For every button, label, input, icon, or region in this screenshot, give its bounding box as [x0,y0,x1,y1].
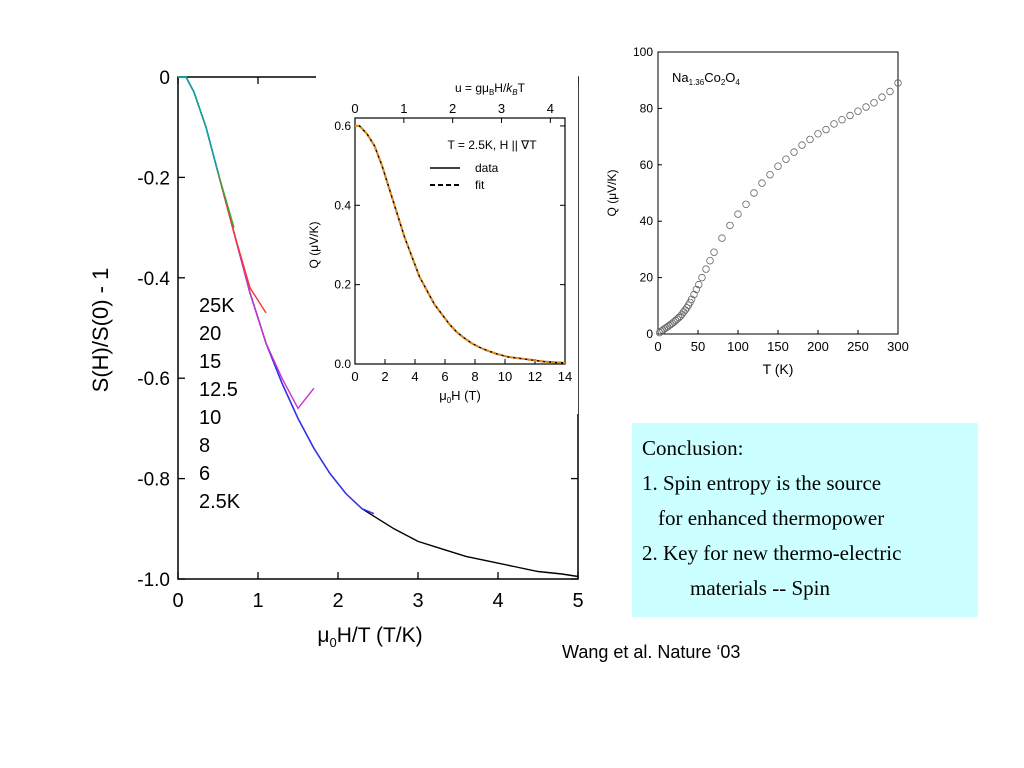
main-x-tick-label: 2 [332,590,343,612]
conclusion-line-2: for enhanced thermopower [658,506,885,530]
main-legend-label: 12.5 [199,379,238,401]
main-legend-label: 20 [199,323,221,345]
citation: Wang et al. Nature ‘03 [562,642,741,662]
main-y-tick-label: 0 [159,68,170,89]
conclusion-title: Conclusion: [642,436,744,460]
conclusion-line-1: 1. Spin entropy is the source [642,471,882,495]
main-y-tick-label: -0.4 [137,269,170,290]
main-legend-label: 2.5K [199,491,241,513]
main-series-line-25K [178,76,219,173]
main-series [178,76,579,578]
main-legend-label: 8 [199,435,210,457]
main-legend-label: 10 [199,407,221,429]
main-y-tick-label: -0.6 [137,369,170,390]
main-x-axis-label: μ0H/T (T/K) [317,624,422,650]
main-legend: 25K 20 15 12.5 10 8 6 2.5K [199,295,241,513]
main-x-tick-label: 4 [492,590,503,612]
main-legend-label: 15 [199,351,221,373]
main-x-tick-label: 5 [572,590,583,612]
main-legend-label: 6 [199,463,210,485]
main-legend-label: 25K [199,295,235,317]
main-x-tick-label: 3 [412,590,423,612]
main-x-tick-label: 1 [252,590,263,612]
main-y-tick-label: -1.0 [137,570,170,591]
main-x-tick-label: 0 [172,590,183,612]
conclusion-line-3: 2. Key for new thermo-electric [642,541,902,565]
main-y-axis-label: S(H)/S(0) - 1 [88,268,113,393]
main-y-tick-label: -0.8 [137,470,170,491]
conclusion-line-4: materials -- Spin [690,576,830,600]
conclusion-box: Conclusion: 1. Spin entropy is the sourc… [632,423,978,617]
main-y-tick-label: -0.2 [137,168,170,189]
